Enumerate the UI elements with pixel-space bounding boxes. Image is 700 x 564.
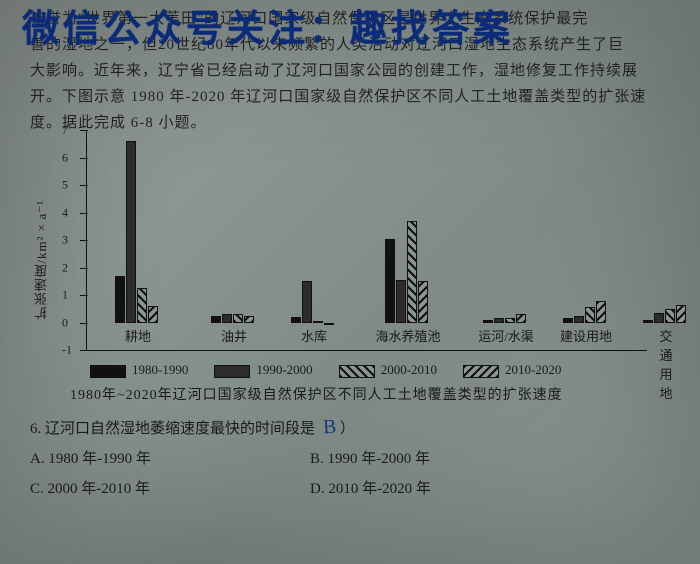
- bar-group: [563, 301, 606, 323]
- y-tick-label: 2: [62, 260, 68, 275]
- bar-group: [291, 281, 334, 322]
- x-category-label: 海水养殖池: [375, 326, 440, 345]
- options-grid: A. 1980 年-1990 年 B. 1990 年-2000 年 C. 200…: [30, 444, 680, 504]
- bar: [643, 320, 653, 323]
- chart-legend: 1980-1990 1990-2000 2000-2010 2010-2020: [90, 362, 680, 378]
- y-tick: [80, 295, 88, 296]
- bar: [563, 318, 573, 322]
- bar: [222, 314, 232, 322]
- legend-swatch: [214, 365, 250, 378]
- bar: [396, 280, 406, 323]
- bar: [211, 316, 221, 323]
- y-tick: [80, 185, 88, 186]
- bar: [516, 314, 526, 322]
- bar: [115, 276, 125, 323]
- y-tick-label: 6: [62, 150, 68, 165]
- legend-swatch: [90, 365, 126, 378]
- bar: [313, 321, 323, 323]
- y-tick-label: 4: [62, 205, 68, 220]
- y-tick-label: 7: [62, 123, 68, 138]
- scanned-page: 被誉为"世界第一大苇田"的辽河口国家级自然保护区是世界上生态系统保护最完 善的湿…: [0, 0, 700, 564]
- y-tick: [80, 213, 88, 214]
- y-tick: [80, 130, 88, 131]
- bar: [676, 305, 686, 323]
- y-tick: [80, 268, 88, 269]
- bar: [494, 318, 504, 322]
- bar: [126, 141, 136, 323]
- bar-group: [643, 305, 686, 323]
- y-tick: [80, 158, 88, 159]
- passage-line: 大影响。近年来，辽宁省已经启动了辽河口国家公园的创建工作，湿地修复工作持续展: [30, 58, 680, 84]
- bar: [665, 309, 675, 323]
- legend-item: 1980-1990: [90, 362, 188, 378]
- bar: [324, 323, 334, 326]
- x-category-label: 水库: [301, 326, 327, 345]
- y-axis-label: 扩张速度/km²×a⁻¹: [32, 200, 51, 320]
- bar-group: [115, 141, 158, 323]
- handwritten-answer: B: [322, 412, 337, 443]
- passage-line: 开。下图示意 1980 年-2020 年辽河口国家级自然保护区不同人工土地覆盖类…: [30, 84, 680, 110]
- x-category-label: 建设用地: [560, 326, 612, 345]
- legend-item: 2000-2010: [339, 362, 437, 378]
- bar: [418, 281, 428, 322]
- bar: [137, 288, 147, 322]
- legend-label: 1980-1990: [132, 362, 188, 377]
- bar: [233, 314, 243, 322]
- legend-label: 2000-2010: [381, 362, 437, 377]
- bar: [148, 306, 158, 323]
- y-tick-label: 0: [62, 315, 68, 330]
- bar: [654, 313, 664, 323]
- question-block: 6. 辽河口自然湿地萎缩速度最快的时间段是 B ） A. 1980 年-1990…: [30, 412, 680, 504]
- bar: [385, 239, 395, 323]
- legend-item: 1990-2000: [214, 362, 312, 378]
- option-d: D. 2010 年-2020 年: [310, 474, 570, 504]
- bar-group: [211, 314, 254, 322]
- bar: [244, 316, 254, 323]
- legend-swatch: [463, 365, 499, 378]
- paren: ）: [340, 421, 355, 437]
- question-stem: 辽河口自然湿地萎缩速度最快的时间段是: [45, 421, 315, 437]
- x-category-label: 油井: [221, 326, 247, 345]
- bar-group: [483, 314, 526, 322]
- y-tick-label: -1: [62, 343, 72, 358]
- y-tick: [80, 240, 88, 241]
- option-a: A. 1980 年-1990 年: [30, 444, 290, 474]
- chart-caption: 1980年~2020年辽河口国家级自然保护区不同人工土地覆盖类型的扩张速度: [70, 384, 563, 404]
- bar-chart: 扩张速度/km²×a⁻¹ -101234567耕地油井水库海水养殖池运河/水渠建…: [40, 130, 660, 400]
- legend-swatch: [339, 365, 375, 378]
- legend-label: 2010-2020: [505, 362, 561, 377]
- option-b: B. 1990 年-2000 年: [310, 444, 570, 474]
- bar-group: [385, 221, 428, 323]
- legend-item: 2010-2020: [463, 362, 561, 378]
- y-tick: [80, 323, 88, 324]
- bar: [302, 281, 312, 322]
- y-tick-label: 5: [62, 178, 68, 193]
- option-c: C. 2000 年-2010 年: [30, 474, 290, 504]
- y-tick-label: 3: [62, 233, 68, 248]
- legend-label: 1990-2000: [256, 362, 312, 377]
- bar: [483, 320, 493, 323]
- bar: [596, 301, 606, 323]
- x-category-label: 运河/水渠: [478, 326, 534, 345]
- bar: [291, 317, 301, 323]
- watermark-overlay: 微信公众号关注：趣找答案: [22, 0, 514, 52]
- y-tick: [80, 350, 88, 351]
- y-tick-label: 1: [62, 288, 68, 303]
- bar: [407, 221, 417, 323]
- bar: [505, 318, 515, 322]
- bar: [585, 307, 595, 322]
- bar: [574, 316, 584, 323]
- question-number: 6.: [30, 421, 41, 437]
- plot-area: [86, 130, 647, 351]
- x-category-label: 耕地: [125, 326, 151, 345]
